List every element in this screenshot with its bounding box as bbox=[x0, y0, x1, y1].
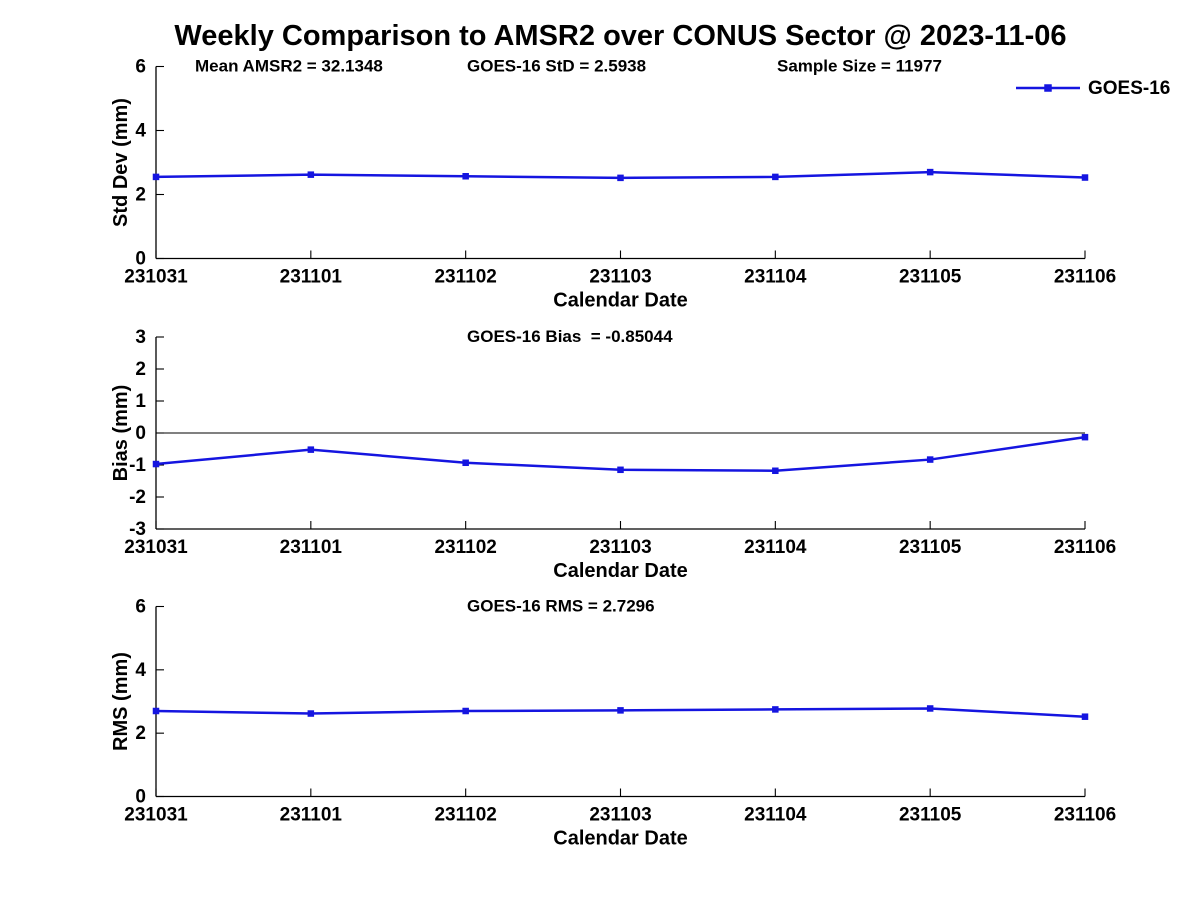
svg-text:231105: 231105 bbox=[899, 805, 962, 826]
svg-text:231031: 231031 bbox=[124, 537, 188, 558]
svg-text:3: 3 bbox=[135, 327, 146, 348]
svg-text:231101: 231101 bbox=[280, 537, 343, 558]
svg-text:Sample Size = 11977: Sample Size = 11977 bbox=[777, 57, 942, 76]
svg-text:Mean AMSR2 = 32.1348: Mean AMSR2 = 32.1348 bbox=[195, 57, 383, 76]
svg-text:GOES-16 StD = 2.5938: GOES-16 StD = 2.5938 bbox=[467, 57, 646, 76]
svg-text:1: 1 bbox=[135, 391, 146, 412]
svg-text:Std Dev (mm): Std Dev (mm) bbox=[110, 98, 132, 227]
svg-text:6: 6 bbox=[135, 57, 146, 78]
svg-text:Calendar Date: Calendar Date bbox=[553, 828, 688, 850]
svg-text:0: 0 bbox=[135, 423, 146, 444]
svg-text:231031: 231031 bbox=[124, 805, 188, 826]
svg-text:4: 4 bbox=[135, 121, 146, 142]
svg-text:231101: 231101 bbox=[280, 805, 343, 826]
svg-text:231103: 231103 bbox=[589, 537, 651, 558]
svg-text:231106: 231106 bbox=[1054, 537, 1116, 558]
svg-text:231104: 231104 bbox=[744, 805, 807, 826]
svg-text:231031: 231031 bbox=[124, 267, 188, 288]
svg-text:6: 6 bbox=[135, 597, 146, 618]
svg-text:231103: 231103 bbox=[589, 267, 651, 288]
svg-text:231101: 231101 bbox=[280, 267, 343, 288]
svg-text:Weekly Comparison to AMSR2 ove: Weekly Comparison to AMSR2 over CONUS Se… bbox=[174, 20, 1066, 52]
svg-text:2: 2 bbox=[135, 185, 146, 206]
svg-text:2: 2 bbox=[135, 359, 146, 380]
svg-text:GOES-16: GOES-16 bbox=[1088, 78, 1170, 99]
svg-text:GOES-16 RMS = 2.7296: GOES-16 RMS = 2.7296 bbox=[467, 597, 655, 616]
svg-text:231106: 231106 bbox=[1054, 267, 1116, 288]
svg-text:231103: 231103 bbox=[589, 805, 651, 826]
svg-text:GOES-16 Bias = -0.85044: GOES-16 Bias = -0.85044 bbox=[467, 327, 673, 346]
svg-text:231102: 231102 bbox=[434, 267, 496, 288]
svg-text:231105: 231105 bbox=[899, 267, 962, 288]
svg-text:231102: 231102 bbox=[434, 805, 496, 826]
svg-text:2: 2 bbox=[135, 723, 146, 744]
svg-text:231106: 231106 bbox=[1054, 805, 1116, 826]
svg-text:Calendar Date: Calendar Date bbox=[553, 290, 688, 312]
svg-text:231105: 231105 bbox=[899, 537, 962, 558]
svg-text:-2: -2 bbox=[129, 487, 146, 508]
svg-text:231102: 231102 bbox=[434, 537, 496, 558]
svg-text:RMS (mm): RMS (mm) bbox=[110, 652, 132, 751]
svg-text:4: 4 bbox=[135, 660, 146, 681]
svg-text:231104: 231104 bbox=[744, 537, 807, 558]
svg-text:Bias (mm): Bias (mm) bbox=[110, 385, 132, 482]
svg-text:231104: 231104 bbox=[744, 267, 807, 288]
svg-text:Calendar Date: Calendar Date bbox=[553, 560, 688, 582]
